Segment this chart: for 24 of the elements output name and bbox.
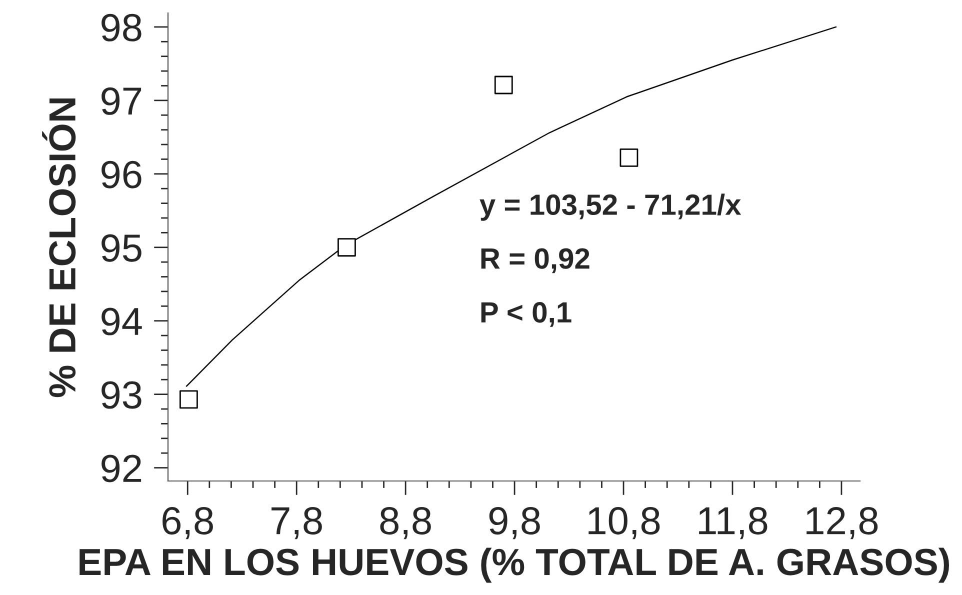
- point: [494, 76, 513, 94]
- y-tick-label: 94: [102, 308, 142, 336]
- y-axis-title: % DE ECLOSIÓN: [42, 98, 76, 398]
- x-tick-label: 9,8: [489, 507, 540, 540]
- annotation: R = 0,92: [481, 248, 590, 274]
- point: [180, 390, 198, 409]
- x-tick-label: 8,8: [380, 507, 431, 540]
- line-series: [186, 26, 837, 387]
- x-axis-title: EPA EN LOS HUEVOS (% TOTAL DE A. GRASOS): [80, 548, 950, 583]
- point: [338, 238, 356, 257]
- x-tick-label: 12,8: [806, 507, 878, 540]
- y-tick-label: 93: [102, 381, 142, 409]
- x-tick-label: 10,8: [588, 507, 660, 540]
- y-tick-label: 97: [102, 87, 142, 115]
- y-tick-label: 98: [102, 14, 142, 42]
- annotation: P < 0,1: [481, 302, 572, 327]
- x-tick-label: 6,8: [162, 507, 213, 540]
- x-tick-label: 7,8: [272, 507, 322, 540]
- y-tick-label: 95: [102, 234, 142, 262]
- x-tick-label: 11,8: [699, 507, 768, 540]
- point: [620, 148, 638, 167]
- annotation: y = 103,52 - 71,21/x: [480, 194, 742, 221]
- y-tick-label: 92: [102, 454, 142, 482]
- y-tick-label: 96: [102, 160, 142, 188]
